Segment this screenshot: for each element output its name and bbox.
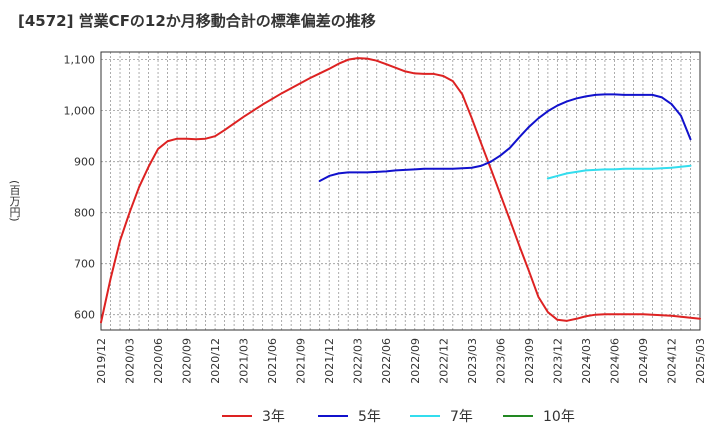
- x-tick-label: 2020/12: [209, 338, 222, 384]
- x-tick-label: 2023/12: [551, 338, 564, 384]
- x-tick-label: 2020/06: [152, 338, 165, 384]
- x-tick-label: 2021/09: [295, 338, 308, 384]
- x-tick-label: 2024/12: [665, 338, 678, 384]
- legend-item-3: 10年: [503, 404, 575, 428]
- x-tick-label: 2021/12: [323, 338, 336, 384]
- x-tick-label: 2022/06: [380, 338, 393, 384]
- x-tick-label: 2024/06: [608, 338, 621, 384]
- x-tick-label: 2021/03: [238, 338, 251, 384]
- x-tick-label: 2020/03: [124, 338, 137, 384]
- y-tick-label: 1,100: [64, 54, 96, 67]
- legend-swatch: [503, 415, 533, 417]
- series-layer: [100, 57, 701, 324]
- x-tick-label: 2019/12: [95, 338, 108, 384]
- legend-swatch: [410, 415, 440, 417]
- x-tick-label: 2022/09: [409, 338, 422, 384]
- legend-item-0: 3年: [222, 404, 285, 428]
- y-tick-labels: 600 700 800 900 1,000 1,100: [64, 54, 96, 322]
- legend-label: 3年: [262, 409, 285, 425]
- x-tick-label: 2020/09: [181, 338, 194, 384]
- legend-label: 10年: [543, 409, 575, 425]
- y-tick-label: 1,000: [64, 105, 96, 118]
- x-tick-label: 2024/03: [580, 338, 593, 384]
- legend-item-1: 5年: [318, 404, 381, 428]
- y-tick-label: 700: [74, 258, 95, 271]
- y-tick-label: 600: [74, 309, 95, 322]
- y-axis-label: (百万円): [8, 180, 21, 222]
- y-tick-label: 900: [74, 156, 95, 169]
- chart-title: [4572] 営業CFの12か月移動合計の標準偏差の推移: [18, 12, 376, 30]
- x-tick-label: 2022/12: [437, 338, 450, 384]
- series-line-1: [318, 93, 692, 183]
- x-tick-label: 2023/03: [466, 338, 479, 384]
- x-tick-label: 2021/06: [266, 338, 279, 384]
- x-tick-label: 2025/03: [694, 338, 707, 384]
- legend: 3年 5年 7年 10年: [0, 404, 720, 428]
- legend-label: 5年: [358, 409, 381, 425]
- x-tick-label: 2023/09: [523, 338, 536, 384]
- x-tick-label: 2022/03: [352, 338, 365, 384]
- legend-item-2: 7年: [410, 404, 473, 428]
- y-tick-label: 800: [74, 207, 95, 220]
- series-line-2: [546, 164, 692, 180]
- x-tick-label: 2024/09: [637, 338, 650, 384]
- plot-frame: [100, 51, 701, 331]
- x-tick-label: 2023/06: [494, 338, 507, 384]
- legend-swatch: [222, 415, 252, 417]
- legend-swatch: [318, 415, 348, 417]
- series-line-0: [100, 57, 701, 324]
- x-tick-labels: 2019/12 2020/03 2020/06 2020/09 2020/12 2021/…: [95, 338, 707, 384]
- legend-label: 7年: [450, 409, 473, 425]
